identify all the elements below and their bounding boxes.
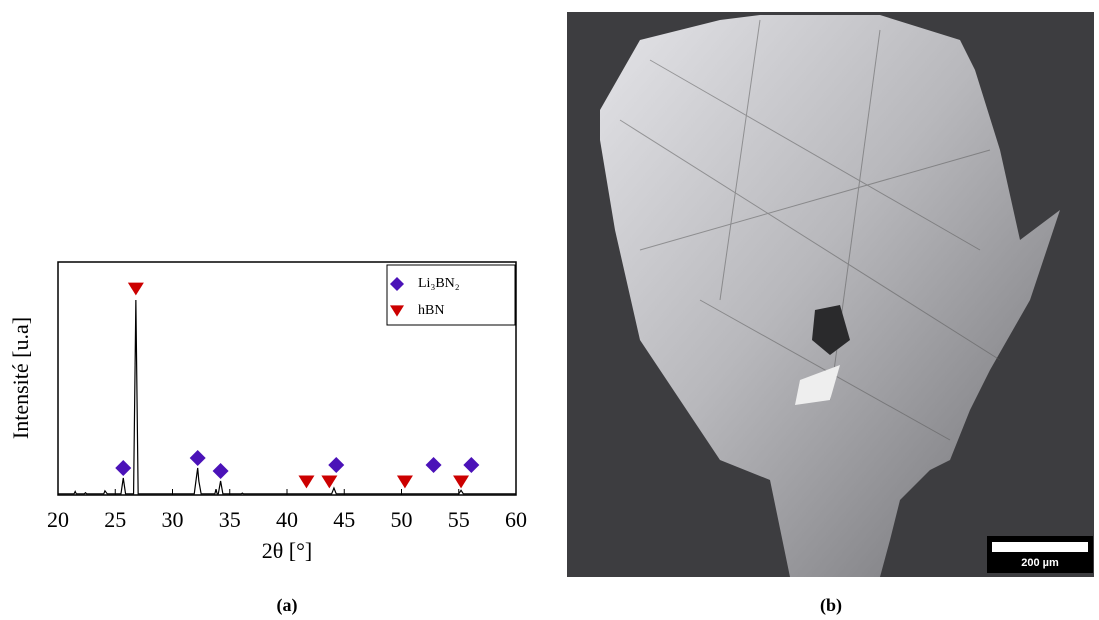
legend-marker [390,277,404,291]
peak-marker [298,475,315,489]
highlight [795,365,840,405]
x-axis-label: 2θ [°] [262,538,313,563]
caption: (a) [277,595,298,616]
peak-marker [127,282,144,296]
x-tick-label: 35 [219,507,241,532]
legend-label: Li₃BN₂ [418,276,460,291]
x-tick-label: 25 [104,507,126,532]
x-tick-label: 20 [47,507,69,532]
x-tick-label: 60 [505,507,527,532]
peak-marker [396,475,413,489]
legend-marker [390,305,404,317]
scale-bar-label: 200 µm [1021,557,1059,569]
peak-marker [463,456,480,473]
caption: (b) [820,595,842,616]
scratches [619,19,1001,441]
peak-marker [328,456,345,473]
peak-marker [115,459,132,476]
sample-grain [600,15,1060,577]
peak-marker [321,475,338,489]
x-tick-label: 45 [333,507,355,532]
x-tick-label: 50 [391,507,413,532]
peak-marker [189,449,206,466]
scale-bar [992,542,1088,552]
x-tick-label: 30 [162,507,184,532]
peak-marker [212,463,229,480]
peak-marker [453,475,470,489]
y-axis-label: Intensité [u.a] [8,317,33,439]
legend-label: hBN [418,303,444,318]
legend [386,264,516,326]
x-tick-label: 40 [276,507,298,532]
xrd-trace [58,299,516,495]
x-tick-label: 55 [448,507,470,532]
peak-marker [425,456,442,473]
micrograph: 200 µm [567,12,1094,577]
pit [812,305,850,355]
